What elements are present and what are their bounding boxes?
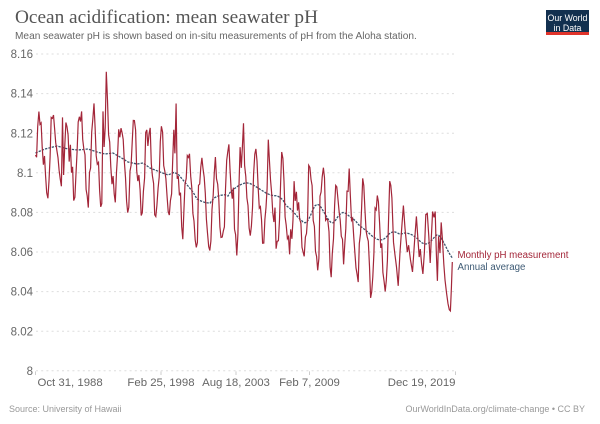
svg-text:Oct 31, 1988: Oct 31, 1988 <box>38 377 103 389</box>
svg-text:8.04: 8.04 <box>11 287 34 299</box>
svg-text:8.14: 8.14 <box>11 89 34 101</box>
svg-text:Dec 19, 2019: Dec 19, 2019 <box>388 377 456 389</box>
svg-text:8.02: 8.02 <box>11 326 33 338</box>
svg-text:8.12: 8.12 <box>11 128 33 140</box>
svg-text:8.16: 8.16 <box>11 49 33 61</box>
svg-text:8.1: 8.1 <box>17 168 33 180</box>
svg-text:Feb 25, 1998: Feb 25, 1998 <box>127 377 194 389</box>
svg-text:8.08: 8.08 <box>11 208 33 220</box>
svg-text:8: 8 <box>27 366 33 378</box>
svg-text:Feb 7, 2009: Feb 7, 2009 <box>279 377 340 389</box>
svg-text:8.06: 8.06 <box>11 247 33 259</box>
svg-text:Aug 18, 2003: Aug 18, 2003 <box>202 377 270 389</box>
